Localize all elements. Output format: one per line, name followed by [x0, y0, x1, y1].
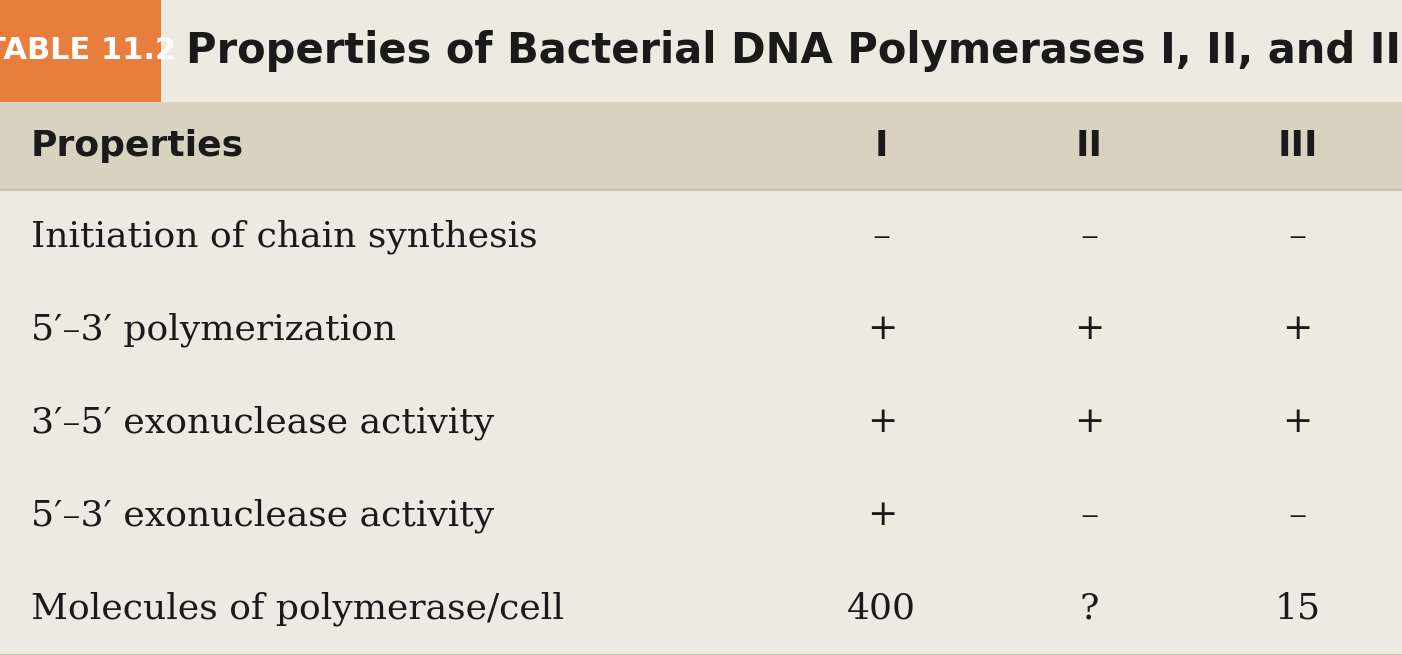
Bar — [0, 190, 1402, 283]
Text: 5′–3′ polymerization: 5′–3′ polymerization — [31, 312, 395, 346]
Bar — [0, 102, 1402, 190]
Text: Properties of Bacterial DNA Polymerases I, II, and III: Properties of Bacterial DNA Polymerases … — [186, 29, 1402, 72]
Text: 5′–3′ exonuclease activity: 5′–3′ exonuclease activity — [31, 498, 494, 533]
Text: –: – — [1081, 498, 1098, 533]
Text: +: + — [1074, 405, 1105, 440]
Text: +: + — [1283, 312, 1312, 346]
Text: 3′–5′ exonuclease activity: 3′–5′ exonuclease activity — [31, 405, 494, 440]
Bar — [0, 469, 1402, 562]
Text: –: – — [873, 219, 890, 253]
Text: –: – — [1288, 219, 1307, 253]
Bar — [0, 376, 1402, 469]
Text: ?: ? — [1080, 591, 1099, 626]
Text: I: I — [875, 129, 889, 162]
Text: 400: 400 — [847, 591, 917, 626]
Text: +: + — [1283, 405, 1312, 440]
Text: Initiation of chain synthesis: Initiation of chain synthesis — [31, 219, 537, 253]
Bar — [0, 0, 161, 102]
Text: +: + — [866, 405, 897, 440]
Text: III: III — [1277, 129, 1318, 162]
Text: Properties: Properties — [31, 129, 244, 162]
Text: TABLE 11.2: TABLE 11.2 — [0, 36, 177, 66]
Text: +: + — [1074, 312, 1105, 346]
Text: II: II — [1075, 129, 1103, 162]
Text: +: + — [866, 498, 897, 533]
Bar — [0, 562, 1402, 655]
Text: –: – — [1081, 219, 1098, 253]
Text: Molecules of polymerase/cell: Molecules of polymerase/cell — [31, 591, 564, 626]
Text: 15: 15 — [1274, 591, 1321, 626]
Bar — [0, 0, 1402, 102]
Text: –: – — [1288, 498, 1307, 533]
Bar — [0, 283, 1402, 376]
Text: +: + — [866, 312, 897, 346]
